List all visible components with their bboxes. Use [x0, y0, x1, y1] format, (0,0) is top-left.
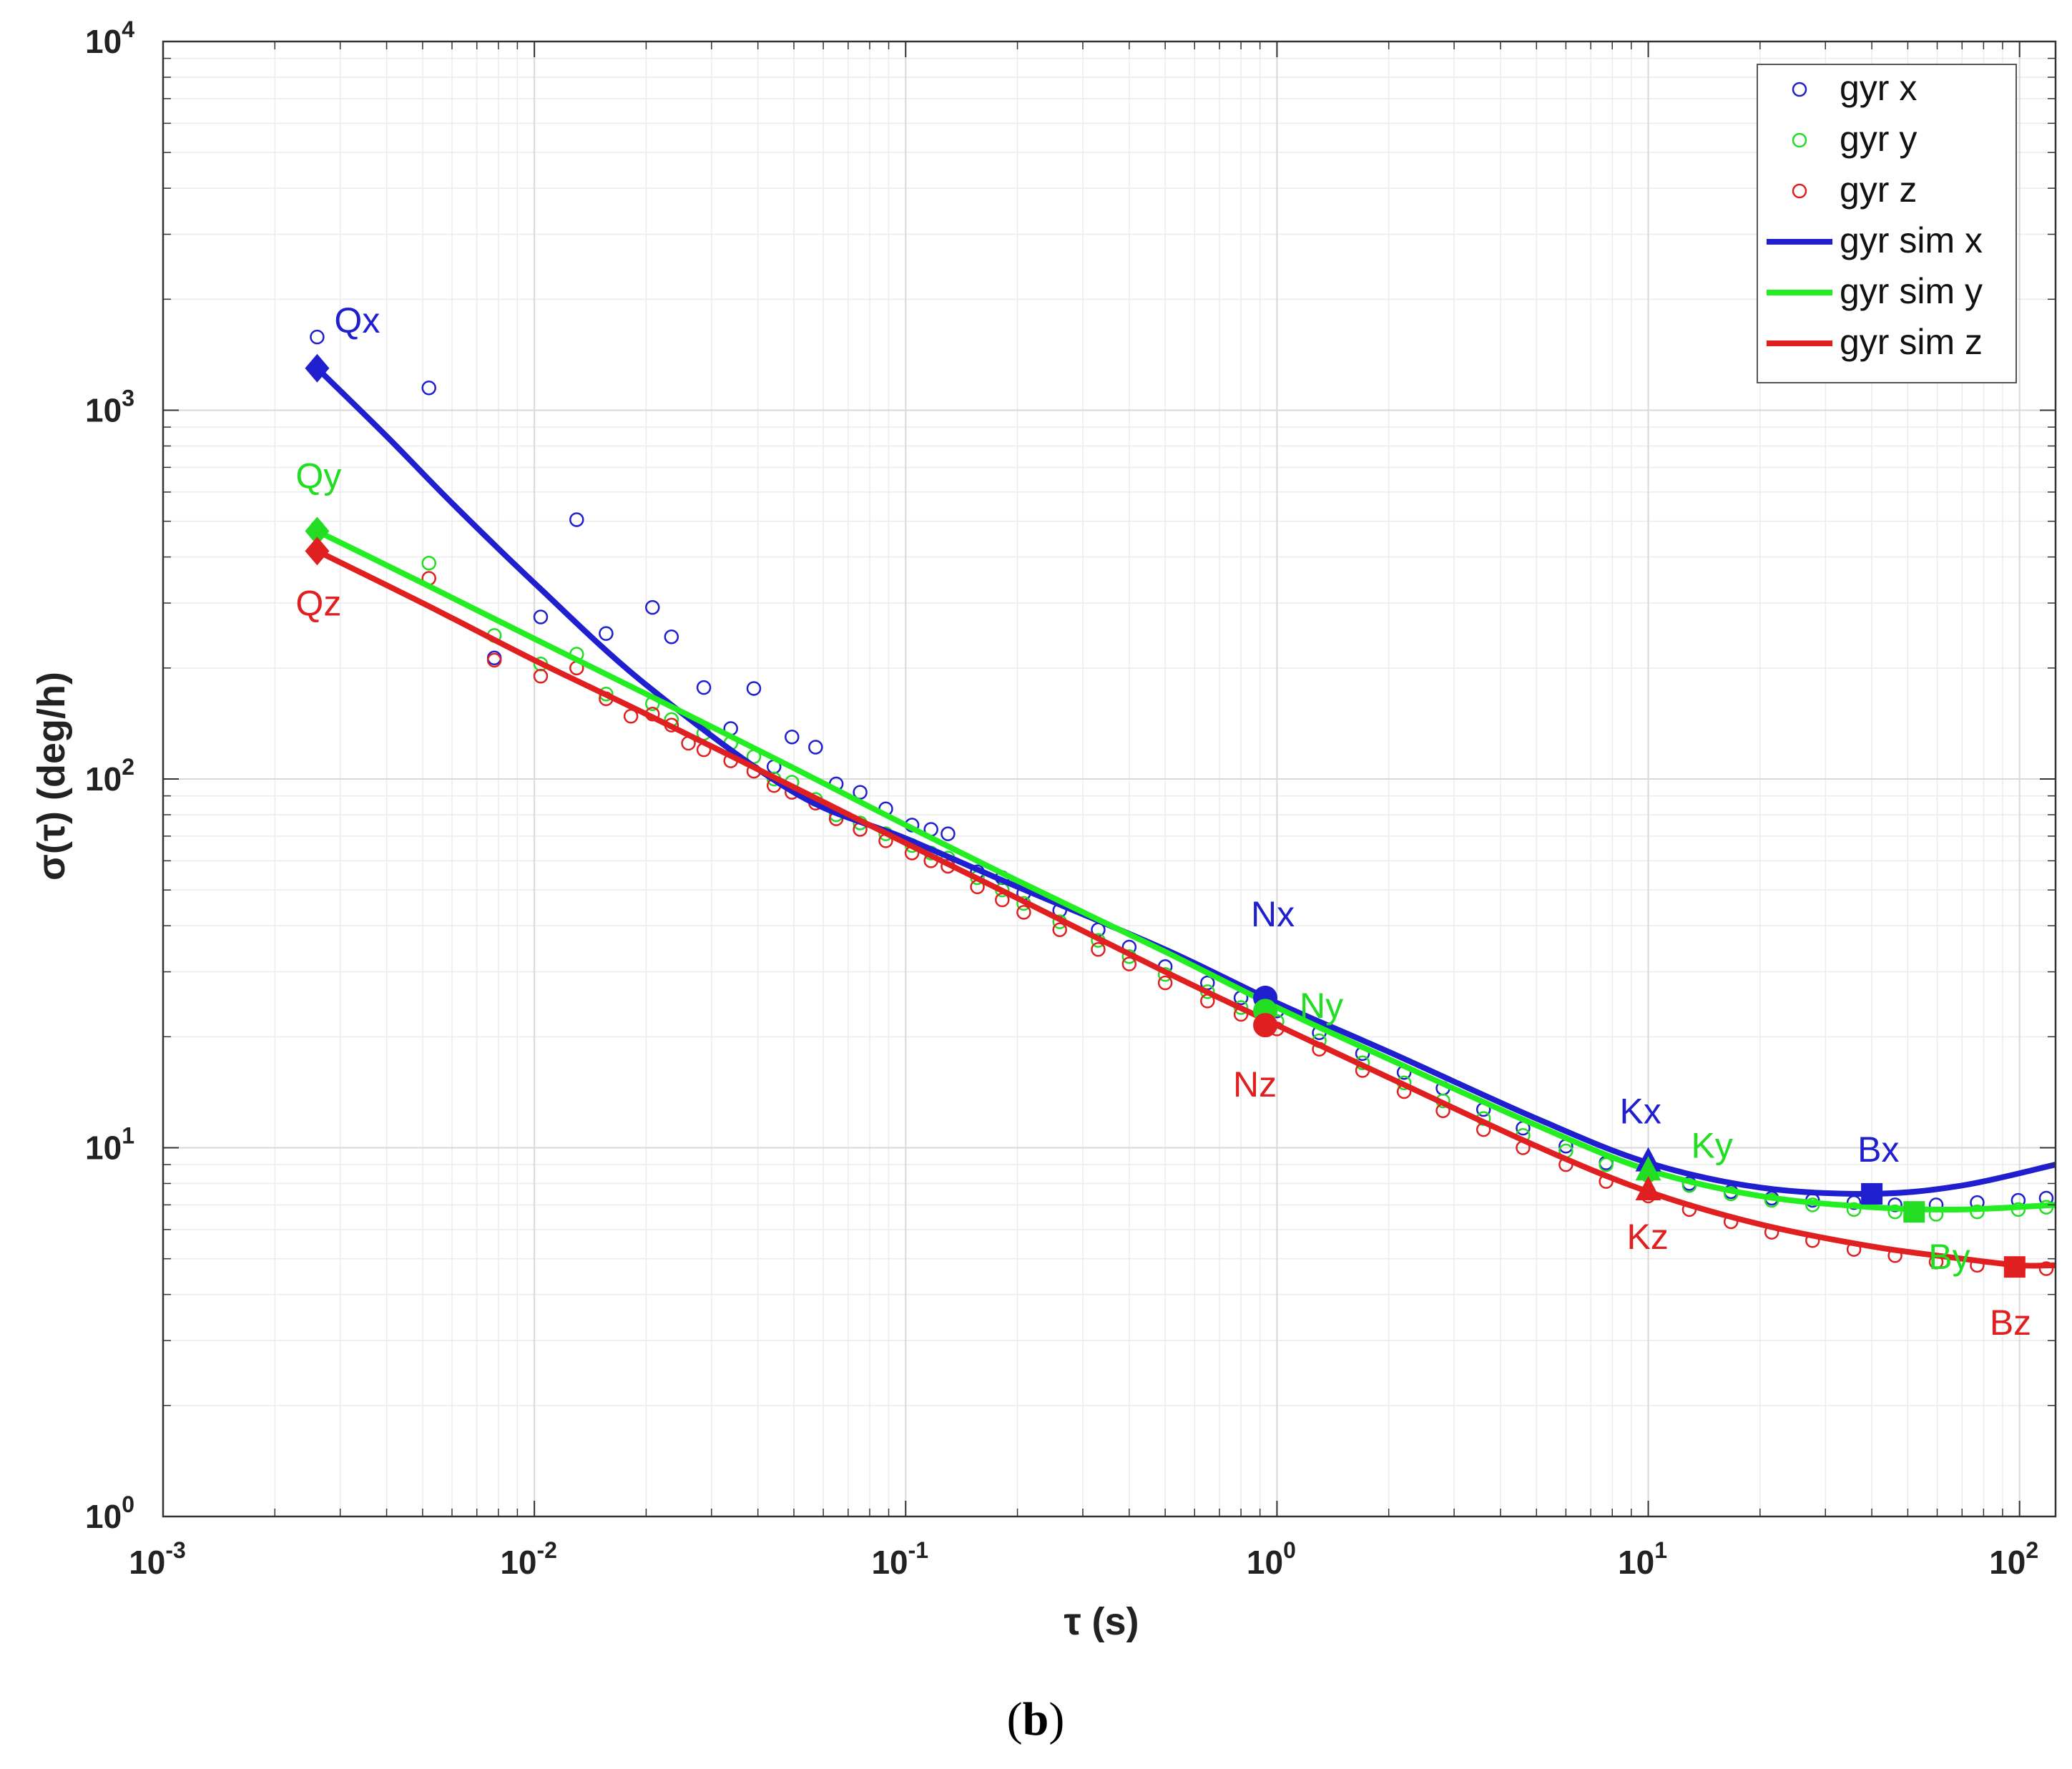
- legend-swatch: [1792, 82, 1807, 97]
- data-point-gyr-y: [1887, 1204, 1902, 1220]
- x-tick-label: 101: [1618, 1537, 1667, 1581]
- data-point-gyr-x: [746, 681, 762, 696]
- marker-kz: [1635, 1175, 1661, 1200]
- annotation-label-bz: Bz: [1990, 1303, 2031, 1343]
- y-tick-labels: 100 101 102 103 104: [85, 16, 134, 1535]
- marker-ky: [1635, 1156, 1661, 1181]
- data-point-gyr-z: [1121, 956, 1137, 971]
- annotation-label-ny: Ny: [1300, 986, 1343, 1026]
- data-point-gyr-x: [696, 680, 712, 695]
- annotation-layer: Qx Qy Qz Nx Ny Nz Kx Ky Kz Bx By Bz: [295, 300, 2031, 1343]
- y-tick-label: 101: [85, 1123, 134, 1167]
- legend-box: [1757, 64, 2017, 383]
- marker-qy: [305, 516, 330, 546]
- legend: gyr x gyr y gyr z gyr sim x gyr sim y gyr sim…: [1757, 64, 2017, 383]
- marker-qx: [305, 353, 330, 383]
- data-point-gyr-x: [664, 629, 679, 645]
- annotation-label-qz: Qz: [295, 583, 341, 623]
- legend-swatch: [1792, 132, 1807, 148]
- data-point-gyr-x: [533, 609, 549, 624]
- annotation-label-qy: Qy: [295, 456, 341, 496]
- data-point-gyr-x: [421, 380, 436, 396]
- legend-item-gyr-y: gyr y: [1792, 119, 1917, 159]
- annotation-label-ky: Ky: [1692, 1125, 1733, 1165]
- marker-by: [1903, 1201, 1925, 1223]
- legend-label: gyr x: [1840, 68, 1917, 108]
- data-point-gyr-x: [808, 740, 823, 755]
- data-point-gyr-x: [941, 826, 956, 841]
- y-tick-label: 103: [85, 386, 134, 429]
- annotation-label-bx: Bx: [1857, 1129, 1899, 1170]
- legend-item-gyr-x: gyr x: [1792, 68, 1917, 108]
- legend-label: gyr y: [1840, 119, 1917, 159]
- data-point-gyr-x: [645, 599, 660, 615]
- data-point-gyr-y: [1599, 1157, 1614, 1172]
- series-gyr-z: [310, 542, 2054, 1276]
- annotation-label-nz: Nz: [1233, 1064, 1277, 1104]
- marker-bx: [1861, 1182, 1883, 1205]
- annotation-label-kz: Kz: [1627, 1217, 1669, 1257]
- x-tick-label: 10-2: [500, 1537, 557, 1581]
- figure-caption: (b): [1007, 1693, 1065, 1745]
- data-point-gyr-z: [1157, 975, 1173, 991]
- data-point-gyr-z: [533, 669, 549, 684]
- data-point-gyr-x: [785, 730, 800, 745]
- data-point-gyr-z: [1016, 905, 1031, 920]
- legend-item-gyr-z: gyr z: [1792, 170, 1917, 210]
- legend-label: gyr sim z: [1840, 322, 1983, 362]
- data-point-gyr-x: [310, 329, 325, 345]
- legend-label: gyr z: [1840, 170, 1917, 210]
- annotation-label-by: By: [1928, 1237, 1970, 1277]
- annotation-label-qx: Qx: [334, 300, 380, 340]
- data-point-gyr-y: [421, 555, 436, 571]
- series-line-gyr-sim-y: [315, 528, 2056, 1213]
- annotation-label-nx: Nx: [1251, 894, 1295, 934]
- y-tick-label: 104: [85, 16, 134, 60]
- legend-label: gyr sim y: [1840, 271, 1983, 311]
- y-axis-title: σ(τ) (deg/h): [30, 672, 73, 881]
- y-tick-label: 102: [85, 754, 134, 798]
- annotation-label-kx: Kx: [1620, 1092, 1661, 1132]
- data-point-gyr-z: [1091, 942, 1106, 957]
- data-point-gyr-z: [1052, 922, 1067, 938]
- marker-qz: [305, 536, 330, 566]
- data-point-gyr-x: [599, 626, 614, 641]
- marker-bz: [2003, 1256, 2026, 1278]
- series-line-gyr-sim-z: [315, 548, 2056, 1269]
- legend-item-gyr-sim-x: gyr sim x: [1767, 220, 1983, 260]
- legend-label: gyr sim x: [1840, 220, 1983, 260]
- x-tick-label: 10-3: [129, 1537, 186, 1581]
- data-point-gyr-x: [569, 512, 584, 527]
- tick-marks: [162, 41, 2056, 1517]
- legend-item-gyr-sim-y: gyr sim y: [1767, 271, 1983, 311]
- marker-nz: [1253, 1013, 1278, 1038]
- legend-item-gyr-sim-z: gyr sim z: [1767, 322, 1983, 362]
- x-tick-label: 102: [1989, 1537, 2038, 1581]
- x-tick-labels: 10-3 10-2 10-1 100 101 102: [129, 1537, 2038, 1581]
- x-tick-label: 10-1: [871, 1537, 928, 1581]
- x-axis-title: τ (s): [1064, 1600, 1139, 1643]
- x-tick-label: 100: [1247, 1537, 1296, 1581]
- y-tick-label: 100: [85, 1491, 134, 1535]
- legend-swatch: [1792, 183, 1807, 199]
- data-point-gyr-z: [486, 652, 502, 668]
- data-point-gyr-z: [2038, 1261, 2054, 1276]
